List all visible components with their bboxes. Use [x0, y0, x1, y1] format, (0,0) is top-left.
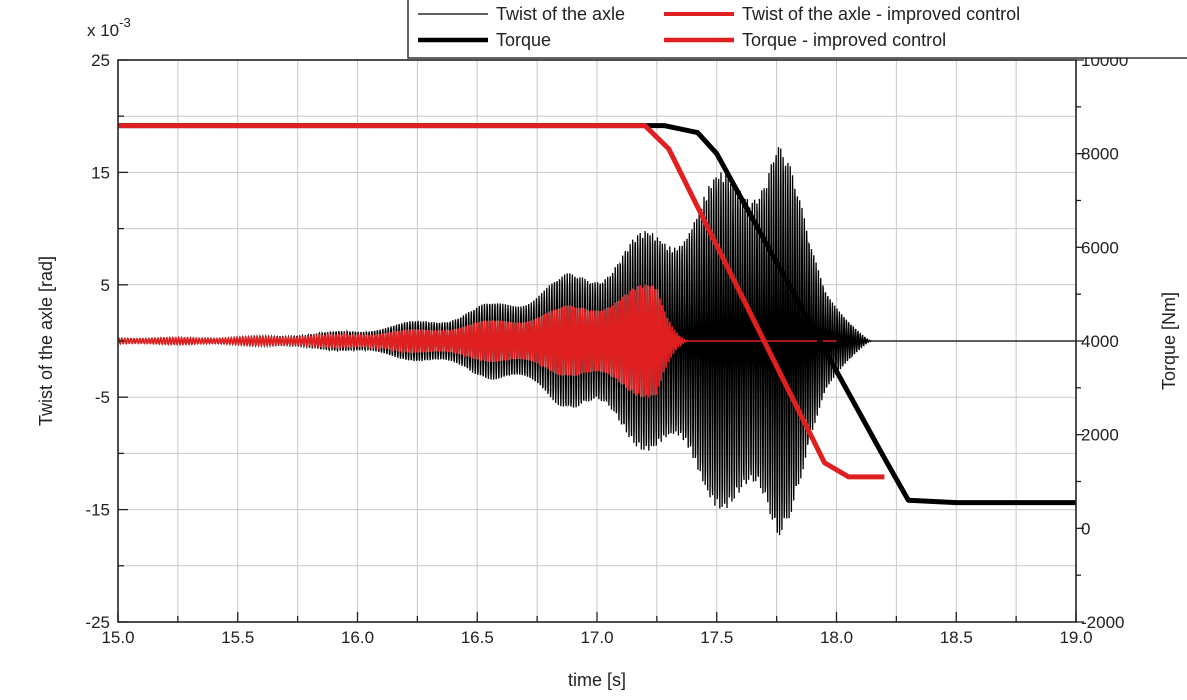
series-twist-improved-control [117, 284, 837, 398]
legend-label-twist-improved: Twist of the axle - improved control [742, 4, 1020, 24]
y-right-tick-label: -2000 [1081, 613, 1124, 632]
y-axis-left-label: Twist of the axle [rad] [36, 256, 56, 426]
series-torque-improved-control [118, 123, 885, 480]
y-right-tick-label: 8000 [1081, 145, 1119, 164]
x-tick-label: 19.0 [1059, 628, 1092, 647]
x-tick-label: 16.5 [461, 628, 494, 647]
x-tick-label: 16.0 [341, 628, 374, 647]
x-tick-label: 17.0 [580, 628, 613, 647]
y-right-tick-label: 2000 [1081, 426, 1119, 445]
y-left-tick-label: 15 [91, 163, 110, 182]
y-left-tick-label: -5 [95, 388, 110, 407]
x-tick-label: 15.0 [101, 628, 134, 647]
legend-label-torque-improved: Torque - improved control [742, 30, 946, 50]
y-axis-right-label: Torque [Nm] [1159, 292, 1179, 390]
legend-label-torque: Torque [496, 30, 551, 50]
y-left-tick-label: -25 [85, 613, 110, 632]
y-left-tick-label: 25 [91, 51, 110, 70]
series-torque [118, 123, 1076, 506]
ticks: 15.0 15.5 16.0 16.5 17.0 17.5 18.0 18.5 19.0 25 15… [85, 51, 1128, 647]
series-layer [117, 123, 1076, 536]
left-axis-multiplier-base: x 10 [87, 21, 119, 40]
x-tick-label: 18.5 [940, 628, 973, 647]
x-axis-label: time [s] [568, 670, 626, 690]
legend-box [407, 0, 1187, 59]
left-axis-multiplier: x 10-3 [87, 15, 131, 40]
legend-label-twist: Twist of the axle [496, 4, 625, 24]
y-right-tick-label: 0 [1081, 519, 1090, 538]
x-tick-label: 17.5 [700, 628, 733, 647]
y-right-tick-label: 4000 [1081, 332, 1119, 351]
left-axis-multiplier-exponent: -3 [119, 15, 131, 30]
x-tick-label: 15.5 [221, 628, 254, 647]
y-right-tick-label: 6000 [1081, 238, 1119, 257]
y-left-tick-label: 5 [101, 276, 110, 295]
x-tick-label: 18.0 [820, 628, 853, 647]
y-left-tick-label: -15 [85, 501, 110, 520]
legend: Twist of the axle Twist of the axle - im… [407, 0, 1187, 59]
